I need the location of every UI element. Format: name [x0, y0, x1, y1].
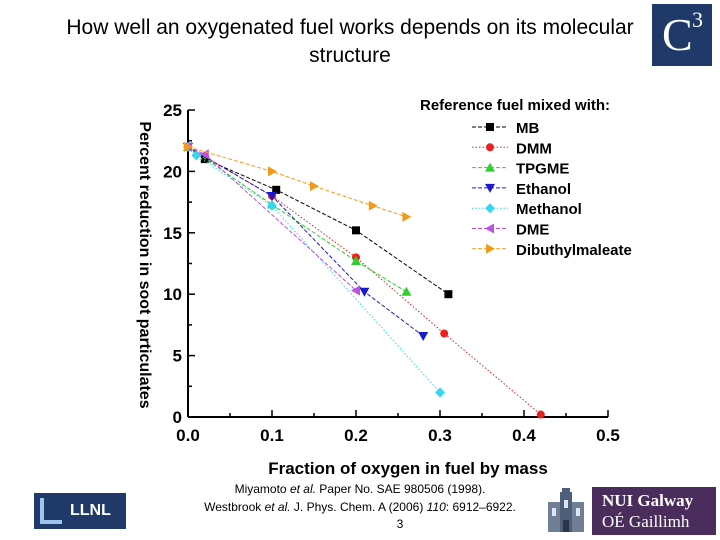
- ref1-source: Paper No. SAE 980506 (1998).: [315, 482, 486, 496]
- legend-item-mb: MB: [472, 120, 539, 137]
- llnl-logo: LLNL: [34, 493, 126, 529]
- y-tick-label: 25: [163, 101, 182, 120]
- nuig-logo-line1: NUI Galway: [602, 491, 694, 510]
- y-axis-label: Percent reduction in soot particulates: [136, 121, 153, 408]
- nui-galway-logo: NUI Galway OÉ Gaillimh: [592, 487, 716, 535]
- llnl-logo-text: LLNL: [70, 502, 111, 519]
- series-line-dme: [187, 146, 357, 291]
- data-point-tpgme: [351, 256, 361, 266]
- c3-logo-letter: C: [662, 9, 693, 60]
- data-point-mb: [200, 155, 209, 164]
- legend-swatch-marker: [485, 183, 495, 193]
- data-point-ethanol: [359, 287, 370, 297]
- y-tick-label: 20: [163, 162, 182, 181]
- legend-label: DME: [516, 222, 549, 239]
- soot-reduction-chart: 0 5 10 15 20 25 0.0 0.1 0.2 0.3 0.4 0.5 Reference f…: [136, 97, 632, 478]
- series-mb: [184, 142, 453, 299]
- series-line-ethanol: [187, 146, 424, 337]
- y-tick-label: 15: [163, 224, 182, 243]
- ref1-authors: Miyamoto: [234, 482, 290, 496]
- legend-label: DMM: [516, 140, 552, 157]
- x-tick-label: 0.2: [344, 426, 368, 445]
- legend-swatch-marker: [485, 162, 495, 172]
- series-line-mb: [187, 146, 449, 295]
- chart-axes: 0 5 10 15 20 25 0.0 0.1 0.2 0.3 0.4 0.5: [163, 101, 620, 445]
- legend-label: Dibuthylmaleate: [516, 242, 632, 259]
- data-point-mb: [272, 185, 281, 194]
- nuig-logo-line2: OÉ Gaillimh: [602, 512, 690, 531]
- x-tick-label: 0.3: [428, 426, 452, 445]
- y-tick-label: 0: [173, 408, 182, 427]
- chart-legend: Reference fuel mixed with: MB DMM TPGME Etha…: [420, 97, 632, 259]
- legend-swatch-marker: [485, 223, 494, 234]
- series-dibuthylmaleate: [184, 141, 412, 222]
- legend-item-ethanol: Ethanol: [472, 181, 571, 198]
- data-point-ethanol: [418, 331, 429, 341]
- data-point-dibuthylmaleate: [368, 200, 378, 211]
- llnl-logo-mark-icon: [40, 498, 62, 524]
- data-point-ethanol: [267, 191, 277, 201]
- page-number: 3: [396, 517, 404, 531]
- y-tick-label: 5: [173, 347, 182, 366]
- series-ethanol: [183, 142, 429, 341]
- y-tick-label: 10: [163, 285, 182, 304]
- legend-item-tpgme: TPGME: [472, 161, 569, 178]
- data-point-methanol: [435, 387, 445, 398]
- references: Miyamoto et al. Paper No. SAE 980506 (19…: [150, 480, 570, 516]
- legend-label: MB: [516, 120, 539, 137]
- data-point-dmm: [536, 410, 545, 419]
- data-point-dme: [199, 149, 209, 160]
- ref2-pages: : 6912–6922.: [445, 500, 516, 514]
- ref2-volume: 110: [426, 500, 446, 514]
- c3-logo: C 3: [652, 4, 712, 66]
- legend-label: TPGME: [516, 161, 569, 178]
- reference-1: Miyamoto et al. Paper No. SAE 980506 (19…: [150, 480, 570, 498]
- x-tick-label: 0.0: [176, 426, 200, 445]
- legend-title: Reference fuel mixed with:: [420, 97, 610, 114]
- series-tpgme: [183, 141, 412, 296]
- reference-2: Westbrook et al. J. Phys. Chem. A (2006)…: [150, 498, 570, 516]
- data-point-dmm: [440, 329, 449, 338]
- university-building-icon: [548, 488, 584, 532]
- ref2-journal: J. Phys. Chem. A (2006): [290, 500, 427, 514]
- ref2-authors: Westbrook: [204, 500, 265, 514]
- legend-item-dibuthylmaleate: Dibuthylmaleate: [472, 242, 632, 259]
- legend-label: Ethanol: [516, 181, 571, 198]
- data-point-mb: [444, 290, 453, 299]
- series-line-tpgme: [187, 146, 407, 293]
- x-axis-label: Fraction of oxygen in fuel by mass: [268, 459, 548, 478]
- x-tick-label: 0.1: [260, 426, 284, 445]
- legend-item-dmm: DMM: [472, 140, 552, 157]
- ref2-etal: et al.: [264, 500, 291, 514]
- data-point-dme: [351, 285, 360, 296]
- legend-item-methanol: Methanol: [472, 201, 582, 218]
- legend-label: Methanol: [516, 201, 582, 218]
- ref1-etal: et al.: [289, 482, 316, 496]
- legend-swatch-marker: [486, 123, 494, 131]
- legend-swatch-marker: [485, 203, 495, 214]
- series-methanol: [183, 141, 445, 398]
- x-tick-label: 0.4: [512, 426, 536, 445]
- data-point-dibuthylmaleate: [402, 211, 412, 222]
- data-point-tpgme: [401, 286, 412, 296]
- chart-series-layer: [183, 141, 545, 419]
- legend-item-dme: DME: [472, 222, 549, 239]
- legend-swatch-marker: [486, 243, 495, 254]
- data-point-dibuthylmaleate: [268, 166, 277, 177]
- data-point-methanol: [267, 200, 277, 211]
- x-tick-label: 0.5: [596, 426, 620, 445]
- legend-swatch-marker: [486, 143, 494, 152]
- data-point-mb: [352, 226, 360, 235]
- data-point-methanol: [191, 150, 202, 161]
- slide-title: How well an oxygenated fuel works depend…: [66, 16, 634, 67]
- data-point-dibuthylmaleate: [310, 181, 319, 192]
- data-point-dibuthylmaleate: [184, 141, 193, 152]
- c3-logo-superscript: 3: [692, 7, 703, 32]
